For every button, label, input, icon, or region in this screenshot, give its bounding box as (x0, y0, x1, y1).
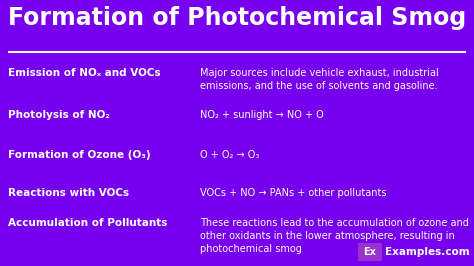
Text: Ex: Ex (364, 247, 376, 257)
Text: Formation of Photochemical Smog: Formation of Photochemical Smog (8, 6, 466, 30)
Text: VOCs + NO → PANs + other pollutants: VOCs + NO → PANs + other pollutants (200, 188, 386, 198)
Text: These reactions lead to the accumulation of ozone and
other oxidants in the lowe: These reactions lead to the accumulation… (200, 218, 469, 253)
Text: Emission of NOₓ and VOCs: Emission of NOₓ and VOCs (8, 68, 161, 78)
Text: Formation of Ozone (O₃): Formation of Ozone (O₃) (8, 150, 151, 160)
FancyBboxPatch shape (358, 243, 382, 261)
Text: O + O₂ → O₃: O + O₂ → O₃ (200, 150, 259, 160)
Text: NO₂ + sunlight → NO + O: NO₂ + sunlight → NO + O (200, 110, 324, 120)
Text: Reactions with VOCs: Reactions with VOCs (8, 188, 129, 198)
Text: Photolysis of NO₂: Photolysis of NO₂ (8, 110, 110, 120)
Text: Examples.com: Examples.com (385, 247, 470, 257)
Text: Major sources include vehicle exhaust, industrial
emissions, and the use of solv: Major sources include vehicle exhaust, i… (200, 68, 439, 91)
Text: Accumulation of Pollutants: Accumulation of Pollutants (8, 218, 167, 228)
